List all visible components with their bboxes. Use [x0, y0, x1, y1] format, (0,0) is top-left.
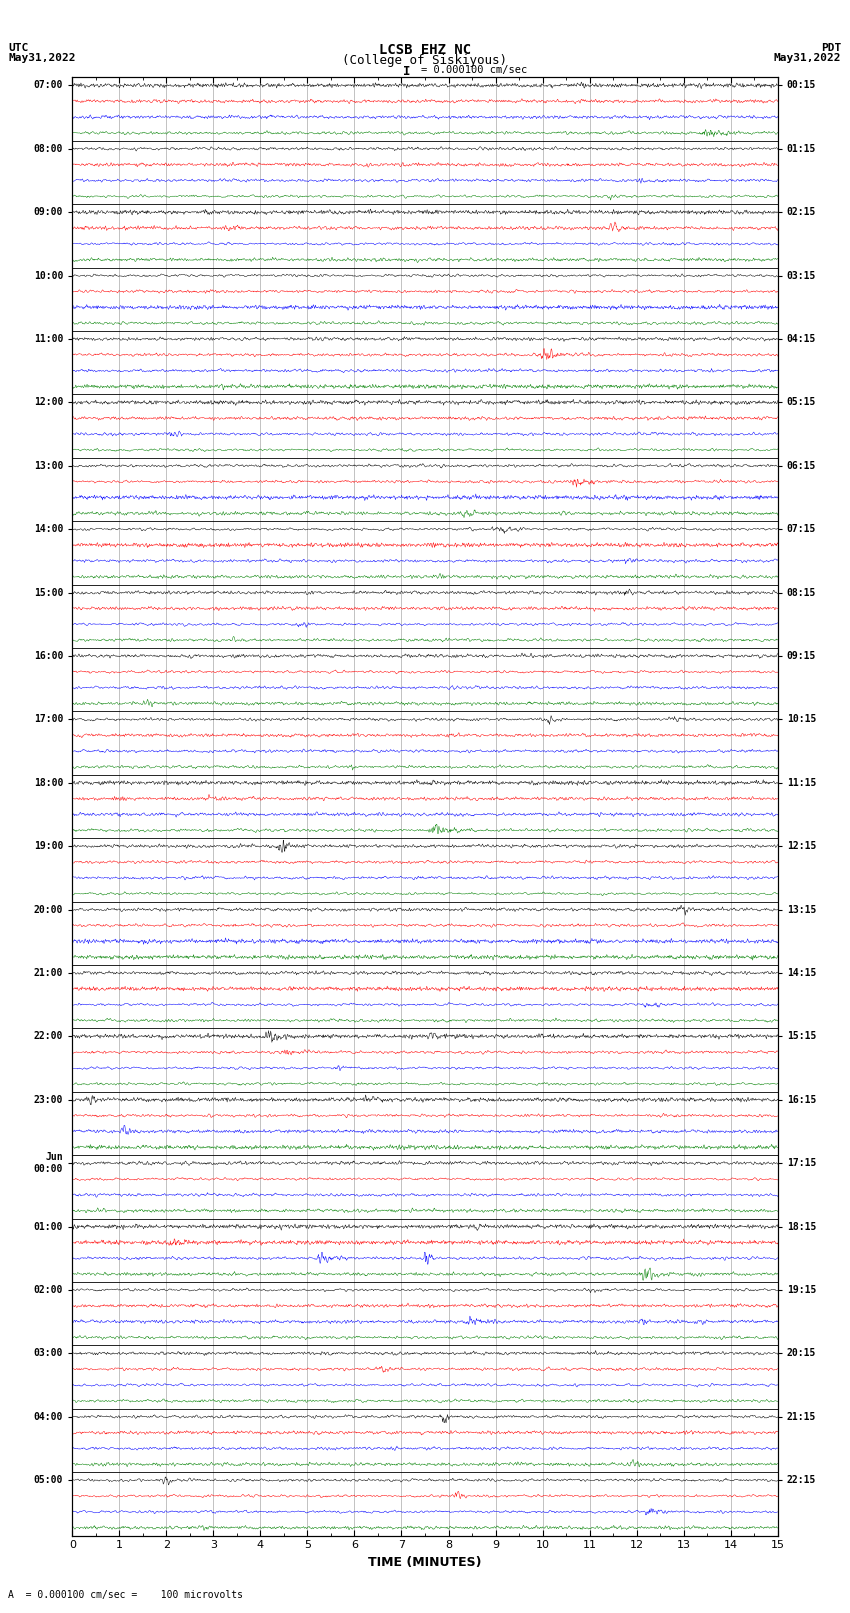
Text: May31,2022: May31,2022: [8, 53, 76, 63]
Text: A  = 0.000100 cm/sec =    100 microvolts: A = 0.000100 cm/sec = 100 microvolts: [8, 1590, 243, 1600]
Text: PDT: PDT: [821, 44, 842, 53]
Text: (College of Siskiyous): (College of Siskiyous): [343, 53, 507, 68]
X-axis label: TIME (MINUTES): TIME (MINUTES): [368, 1557, 482, 1569]
Text: I: I: [403, 65, 410, 77]
Text: = 0.000100 cm/sec: = 0.000100 cm/sec: [421, 65, 527, 74]
Text: May31,2022: May31,2022: [774, 53, 842, 63]
Text: LCSB EHZ NC: LCSB EHZ NC: [379, 44, 471, 56]
Text: UTC: UTC: [8, 44, 29, 53]
